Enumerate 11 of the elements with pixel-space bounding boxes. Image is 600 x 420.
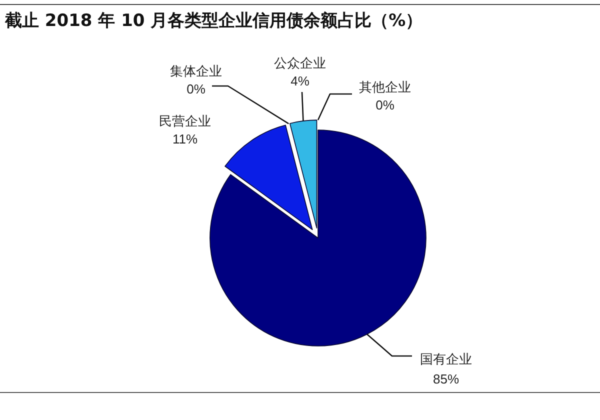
text: 0% (376, 97, 394, 112)
data-label: 85% (432, 371, 460, 386)
slice-label: 国有企业 (420, 352, 472, 368)
slice-label: 民营企业 (159, 114, 211, 130)
category-label: 其他企业 (359, 80, 411, 96)
data-label: 4% (290, 73, 310, 88)
text: 0% (186, 81, 206, 96)
slice-label: 公众企业 (274, 56, 326, 72)
chart-title: 截止 2018 年 10 月各类型企业信用债余额占比（%） (5, 10, 423, 32)
data-label: 11% (172, 131, 198, 146)
category-label: 集体企业 (170, 64, 222, 80)
